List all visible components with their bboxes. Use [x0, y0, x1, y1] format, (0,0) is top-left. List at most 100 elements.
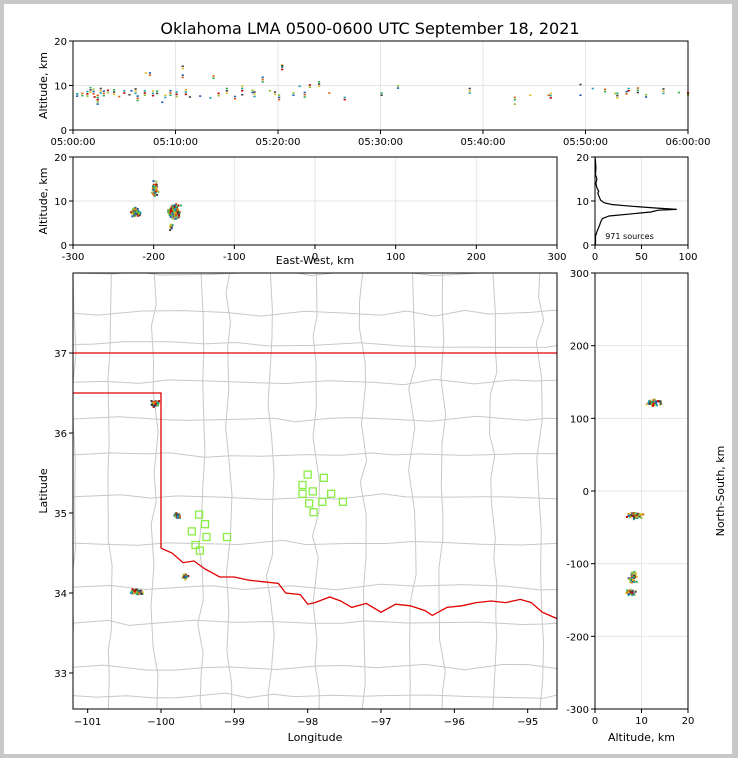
x-tick-label: −97 — [370, 717, 391, 728]
y-tick-label: 37 — [54, 349, 67, 360]
source-point — [633, 514, 636, 517]
source-point — [656, 404, 659, 407]
source-point — [273, 91, 277, 93]
axes-frame — [72, 272, 558, 710]
source-point — [648, 402, 651, 405]
source-point — [635, 514, 638, 517]
lma-station-marker — [200, 520, 210, 529]
source-point — [170, 214, 173, 217]
source-point — [627, 591, 630, 594]
figure-canvas: Oklahoma LMA 0500-0600 UTC September 18,… — [37, 19, 727, 744]
x-tick-label: −98 — [297, 717, 318, 728]
source-point — [614, 92, 617, 95]
source-point — [627, 513, 630, 516]
source-point — [549, 94, 552, 97]
source-point — [632, 577, 635, 580]
source-point — [659, 402, 662, 405]
y-axis-label: Altitude, km — [37, 167, 50, 234]
source-point — [150, 191, 153, 194]
source-point — [591, 87, 594, 90]
source-point — [651, 403, 654, 406]
source-point — [96, 96, 99, 99]
source-point — [644, 93, 648, 96]
source-point — [636, 89, 639, 92]
county-boundary — [73, 378, 557, 386]
source-point — [603, 90, 607, 93]
source-point — [549, 92, 552, 95]
source-point — [135, 211, 138, 214]
source-point — [633, 579, 636, 582]
source-point — [225, 89, 228, 92]
source-point — [92, 88, 95, 91]
source-point — [96, 103, 99, 105]
y-axis-label: North-South, km — [714, 446, 727, 537]
x-tick-label: 200 — [467, 252, 486, 263]
source-point — [638, 513, 641, 516]
source-point — [137, 213, 140, 216]
county-lines — [73, 273, 557, 709]
source-point — [150, 403, 154, 407]
county-boundary — [73, 583, 557, 591]
source-point — [631, 589, 634, 592]
source-point — [102, 92, 105, 95]
source-point — [112, 91, 116, 93]
source-point — [171, 206, 174, 209]
source-point — [179, 204, 182, 207]
source-point — [308, 84, 311, 86]
lma-station-marker — [309, 508, 318, 517]
source-point — [175, 511, 178, 515]
source-point — [150, 399, 153, 403]
source-point — [131, 212, 134, 215]
x-tick-label: −100 — [147, 717, 174, 728]
source-point — [273, 93, 277, 96]
source-point — [157, 402, 160, 405]
source-point — [170, 225, 173, 228]
y-tick-label: 10 — [54, 197, 67, 208]
source-point — [177, 211, 180, 214]
source-point — [161, 101, 164, 104]
source-point — [645, 403, 648, 406]
source-point — [173, 208, 176, 211]
county-boundary — [73, 273, 77, 647]
y-tick-label: -200 — [566, 632, 589, 643]
source-point — [468, 87, 471, 90]
source-point — [177, 204, 180, 207]
source-point — [632, 515, 635, 518]
source-point — [633, 516, 636, 519]
lma-station-marker — [318, 497, 327, 506]
state-lines — [73, 352, 557, 620]
source-point — [632, 518, 635, 521]
source-point — [635, 580, 638, 583]
source-point — [268, 89, 271, 92]
source-point — [636, 91, 639, 94]
source-point — [579, 94, 582, 96]
source-point — [164, 96, 167, 99]
y-tick-label: 10 — [576, 197, 589, 208]
source-point — [155, 180, 158, 183]
source-point — [233, 97, 237, 100]
x-tick-label: −95 — [517, 717, 538, 728]
source-point — [136, 208, 139, 211]
source-point — [184, 576, 187, 579]
source-point — [631, 591, 634, 594]
source-point — [169, 215, 172, 218]
source-point — [169, 210, 172, 213]
source-point — [653, 398, 656, 401]
source-count-label: 971 sources — [605, 232, 654, 241]
source-point — [642, 513, 645, 516]
source-point — [134, 206, 137, 209]
county-boundary — [73, 692, 557, 699]
source-point — [176, 516, 179, 519]
source-point — [134, 208, 137, 211]
lma-station-marker — [191, 540, 200, 550]
source-point — [130, 211, 133, 214]
source-point — [630, 514, 633, 517]
histogram-line — [594, 156, 677, 245]
figure-frame: Oklahoma LMA 0500-0600 UTC September 18,… — [4, 4, 732, 754]
source-point — [628, 578, 631, 581]
y-tick-label: 100 — [570, 414, 589, 425]
source-point — [168, 212, 171, 215]
source-point — [86, 93, 89, 95]
source-point — [662, 92, 665, 95]
source-point — [134, 88, 137, 90]
